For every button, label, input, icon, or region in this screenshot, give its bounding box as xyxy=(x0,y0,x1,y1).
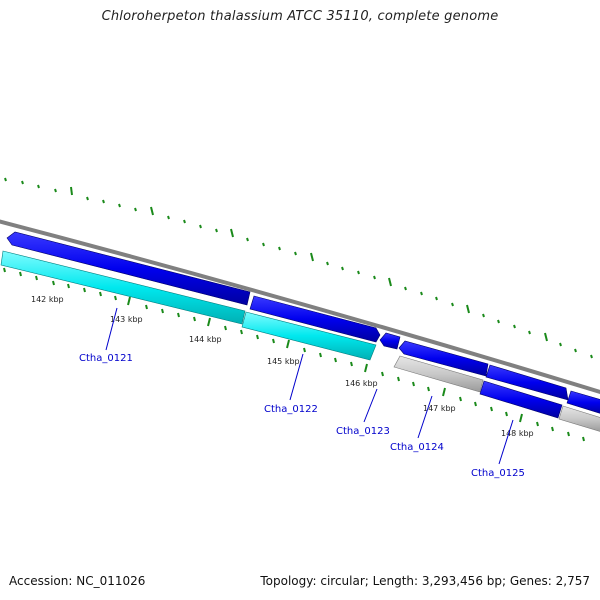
gene-ctha-0123-arrow[interactable] xyxy=(379,332,401,350)
gene-labels: Ctha_0121 Ctha_0122 Ctha_0123 Ctha_0124 … xyxy=(79,353,525,479)
gene-ctha-0124-arrow[interactable] xyxy=(398,340,489,377)
genome-summary-text: Topology: circular; Length: 3,293,456 bp… xyxy=(260,574,590,588)
gene-label-ctha-0122[interactable]: Ctha_0122 xyxy=(264,404,318,415)
kbp-label-146: 146 kbp xyxy=(345,379,378,388)
kbp-label-143: 143 kbp xyxy=(110,315,143,324)
gene-ctha-0122-arrow[interactable] xyxy=(249,295,381,343)
gene-reverse-gray-1[interactable] xyxy=(393,355,484,393)
genome-backbone xyxy=(0,219,600,395)
gene-label-leaders xyxy=(105,307,514,465)
accession-text: Accession: NC_011026 xyxy=(9,574,146,588)
leader-ctha-0123 xyxy=(363,388,378,423)
leader-ctha-0122 xyxy=(289,353,304,401)
genome-title: Chloroherpeton thalassium ATCC 35110, co… xyxy=(101,9,499,24)
gene-label-ctha-0123[interactable]: Ctha_0123 xyxy=(336,426,390,437)
gene-label-ctha-0121[interactable]: Ctha_0121 xyxy=(79,353,133,364)
gene-label-ctha-0124[interactable]: Ctha_0124 xyxy=(390,442,444,453)
gene-reverse-gray-2[interactable] xyxy=(558,405,600,432)
kbp-label-142: 142 kbp xyxy=(31,295,64,304)
gene-next-arrow[interactable] xyxy=(566,390,600,414)
kbp-labels: 142 kbp 143 kbp 144 kbp 145 kbp 146 kbp … xyxy=(31,295,534,438)
kbp-label-148: 148 kbp xyxy=(501,429,534,438)
reverse-strand-genes xyxy=(0,250,600,432)
leader-ctha-0121 xyxy=(105,307,118,351)
gene-reverse-cyan-2[interactable] xyxy=(241,311,377,361)
gene-reverse-cyan-1[interactable] xyxy=(0,250,246,325)
leader-ctha-0125 xyxy=(498,419,514,465)
kbp-label-147: 147 kbp xyxy=(423,404,456,413)
gene-label-ctha-0125[interactable]: Ctha_0125 xyxy=(471,468,525,479)
leader-ctha-0124 xyxy=(417,395,433,439)
outer-scale-ticks xyxy=(4,177,593,359)
forward-strand-genes xyxy=(6,231,600,414)
inner-scale-ticks xyxy=(3,267,585,442)
gene-reverse-blue-1[interactable] xyxy=(479,380,563,419)
gene-ctha-0121-arrow[interactable] xyxy=(6,231,251,306)
kbp-label-144: 144 kbp xyxy=(189,335,222,344)
kbp-label-145: 145 kbp xyxy=(267,357,300,366)
